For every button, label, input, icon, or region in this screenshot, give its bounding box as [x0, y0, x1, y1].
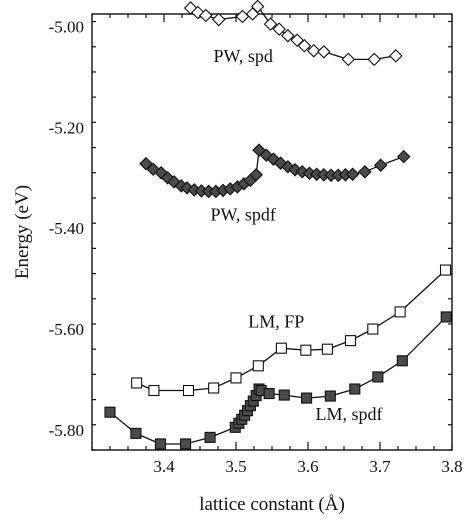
tick-labels: 3.4 3.5 3.6 3.7 3.8 -5.00 -5.20 -5.40 -5.60 -5.80 — [49, 18, 463, 476]
y-tick-label: -5.00 — [49, 18, 84, 37]
y-tick-label: -5.20 — [49, 118, 84, 137]
y-axis-title: Energy (eV) — [12, 185, 33, 279]
data-point-square — [344, 335, 357, 347]
data-point-square — [324, 390, 336, 402]
data-point-square — [252, 360, 264, 372]
data-point-square — [263, 387, 275, 400]
data-point-square — [396, 355, 408, 367]
data-point-square — [367, 323, 379, 335]
data-point-square — [130, 427, 142, 439]
data-point-diamond — [373, 158, 388, 172]
data-point-square — [104, 406, 116, 418]
data-point-diamond — [235, 9, 250, 24]
data-point-square — [204, 431, 216, 443]
series-annotation: LM, spdf — [316, 404, 383, 424]
data-point-diamond — [306, 44, 321, 58]
y-tick-label: -5.40 — [49, 219, 84, 238]
series-line — [109, 316, 447, 445]
data-point-square — [278, 389, 290, 401]
data-point-square — [230, 372, 242, 384]
data-point-square — [440, 311, 452, 323]
axis-ticks — [91, 14, 453, 451]
data-point-square — [275, 342, 287, 354]
data-point-diamond — [272, 22, 286, 36]
plot-frame — [91, 13, 453, 451]
data-point-square — [300, 344, 312, 356]
data-point-diamond — [345, 167, 360, 182]
y-tick-label: -5.60 — [49, 320, 84, 339]
series-layer — [104, 0, 452, 450]
data-point-square — [394, 306, 406, 318]
data-point-diamond — [249, 168, 263, 182]
data-point-diamond — [198, 8, 213, 23]
data-point-square — [321, 343, 333, 355]
data-point-square — [154, 438, 166, 450]
series-annotation: PW, spdf — [211, 205, 276, 225]
x-tick-label: 3.8 — [441, 457, 462, 476]
x-tick-label: 3.6 — [297, 457, 318, 476]
data-point-square — [180, 438, 192, 450]
data-point-square — [131, 377, 143, 389]
data-point-square — [372, 371, 384, 383]
series-annotation: LM, FP — [248, 312, 304, 332]
annotation-layer: PW, spd PW, spdf LM, FP LM, spdf — [211, 46, 383, 424]
data-point-square — [301, 392, 313, 404]
series-2 — [131, 264, 452, 397]
data-point-square — [439, 264, 452, 276]
data-point-square — [182, 384, 195, 397]
data-point-diamond — [389, 49, 403, 63]
data-point-diamond — [367, 52, 382, 67]
data-point-diamond — [317, 45, 331, 59]
data-point-diamond — [358, 164, 372, 179]
x-tick-label: 3.7 — [369, 457, 391, 476]
series-0 — [183, 0, 403, 67]
data-point-square — [208, 382, 220, 394]
series-1 — [139, 143, 411, 199]
x-axis-title: lattice constant (Å) — [199, 494, 345, 515]
data-point-square — [349, 383, 361, 395]
data-point-square — [148, 384, 160, 397]
data-point-diamond — [396, 149, 411, 164]
data-point-diamond — [297, 38, 312, 53]
y-tick-label: -5.80 — [49, 421, 84, 440]
data-point-diamond — [281, 28, 295, 43]
data-point-diamond — [341, 52, 356, 67]
x-tick-label: 3.5 — [225, 457, 246, 476]
series-3 — [104, 311, 452, 450]
series-annotation: PW, spd — [214, 46, 273, 66]
data-point-diamond — [250, 0, 265, 14]
x-tick-label: 3.4 — [153, 457, 175, 476]
data-point-diamond — [211, 12, 226, 27]
data-point-diamond — [263, 17, 278, 31]
